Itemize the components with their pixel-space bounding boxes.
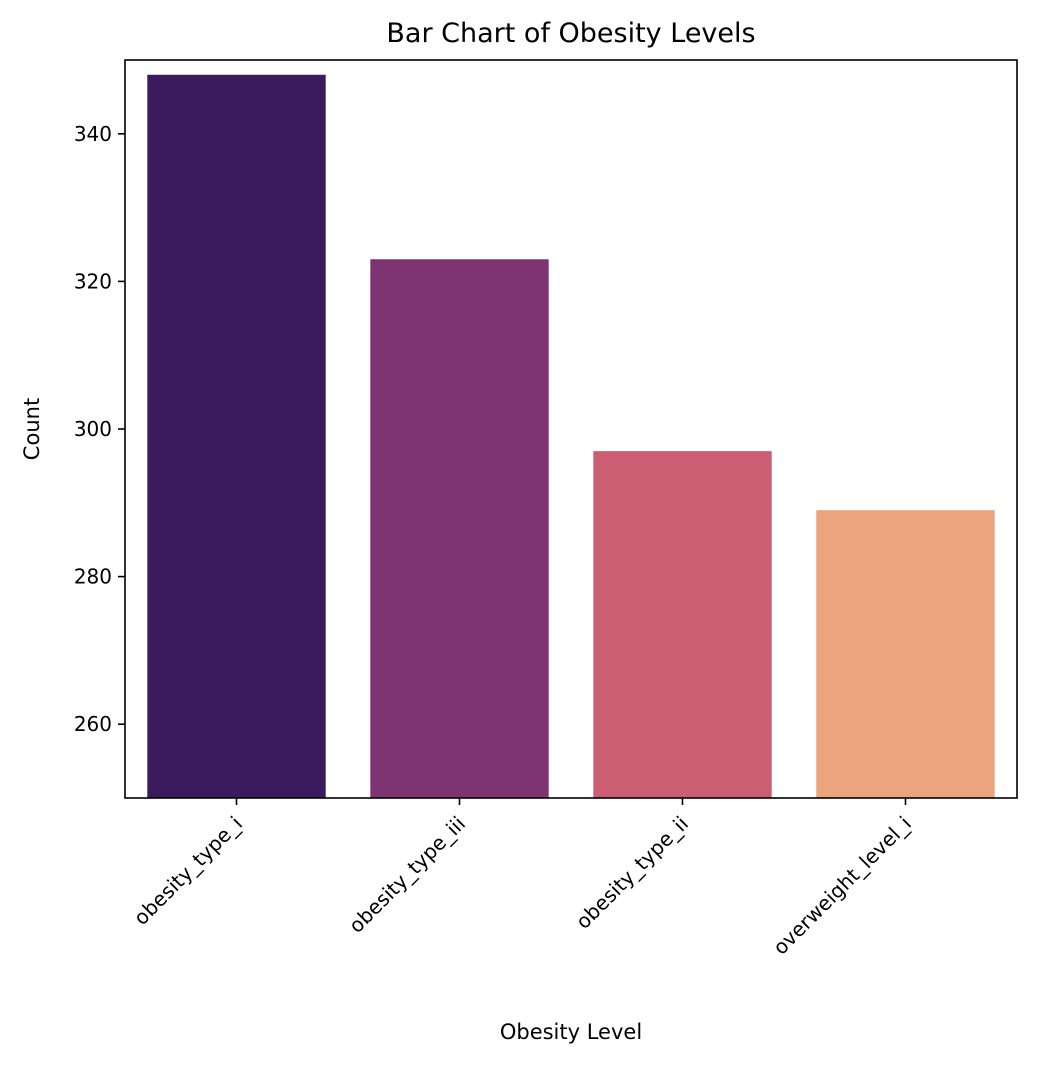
y-tick-label: 260: [74, 712, 112, 736]
y-axis-label: Count: [20, 398, 44, 460]
bar-overweight_level_i: [816, 510, 995, 798]
x-tick-label: obesity_type_i: [129, 812, 247, 930]
y-tick-label: 300: [74, 417, 112, 441]
x-axis: obesity_type_i obesity_type_iii obesity_ty…: [129, 798, 916, 959]
bar-obesity_type_i: [147, 74, 326, 798]
chart-title: Bar Chart of Obesity Levels: [386, 18, 755, 49]
y-tick-label: 280: [74, 565, 112, 589]
bar-obesity_type_ii: [593, 451, 772, 798]
x-axis-label: Obesity Level: [500, 1020, 642, 1044]
x-tick-label: obesity_type_ii: [571, 812, 693, 934]
bar-group: [147, 74, 995, 798]
x-tick-label: obesity_type_iii: [344, 812, 470, 938]
y-axis: 260 280 300 320 340: [74, 122, 125, 736]
y-tick-label: 320: [74, 269, 112, 293]
x-tick-label: overweight_level_i: [768, 812, 916, 960]
bar-obesity_type_iii: [370, 259, 549, 798]
y-tick-label: 340: [74, 122, 112, 146]
